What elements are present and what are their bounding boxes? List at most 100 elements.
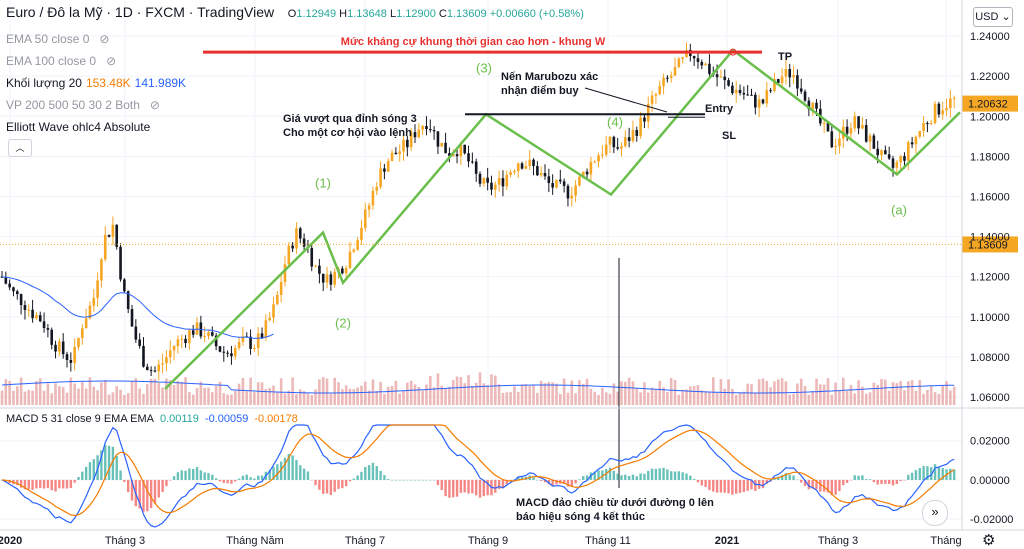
macd-histogram-bar (459, 479, 463, 493)
candle-body (291, 245, 294, 249)
symbol-title[interactable]: Euro / Đô la Mỹ · 1D · FXCM · TradingVie… (6, 4, 275, 20)
volume-bar (360, 385, 363, 405)
macd-histogram-bar (42, 479, 46, 489)
macd-histogram-bar (31, 479, 34, 490)
indicator-volume[interactable]: Khối lượng 20 153.48K 141.989K (6, 76, 187, 90)
indicator-elliott[interactable]: Elliott Wave ohlc4 Absolute (6, 120, 151, 134)
eye-hidden-icon[interactable]: ⊘ (106, 54, 117, 68)
macd-histogram-bar (608, 467, 612, 480)
candle-body (81, 328, 84, 338)
scroll-to-latest-button[interactable]: » (922, 500, 948, 526)
eye-hidden-icon[interactable]: ⊘ (149, 98, 160, 112)
volume-bar (750, 384, 753, 405)
volume-bar (757, 379, 761, 405)
macd-histogram-bar (853, 475, 856, 480)
volume-bar (467, 375, 470, 405)
macd-histogram-bar (746, 479, 749, 491)
candle-body (880, 150, 883, 156)
macd-histogram-bar (211, 474, 214, 480)
candle-body (742, 92, 746, 95)
volume-bar (937, 393, 941, 405)
volume-bar (566, 392, 570, 405)
candle-body (172, 346, 176, 351)
candle-body (857, 116, 860, 129)
candle-body (329, 274, 333, 285)
volume-bar (428, 375, 432, 405)
volume-bar (574, 393, 577, 405)
wave-label: (4) (607, 114, 623, 129)
candle-body (861, 125, 864, 129)
volume-bar (383, 393, 386, 405)
candle-body (46, 328, 50, 330)
candle-body (516, 163, 520, 171)
x-tick-label: Tháng 9 (468, 535, 508, 547)
volume-bar (543, 383, 547, 405)
candle-body (941, 110, 945, 115)
macd-histogram-bar (918, 468, 921, 480)
macd-label-line1: MACD đảo chiều từ dưới đường 0 lên (516, 497, 714, 509)
volume-bar (333, 377, 336, 405)
volume-bar (807, 394, 811, 405)
macd-histogram-bar (803, 479, 807, 487)
volume-bar (149, 378, 153, 405)
currency-select[interactable]: USD ⌄ (973, 7, 1013, 27)
volume-bar (711, 377, 715, 405)
macd-histogram-bar (788, 474, 791, 480)
gear-icon[interactable]: ⚙ (982, 532, 996, 549)
entry-label: Entry (705, 103, 734, 115)
volume-bar (344, 385, 348, 405)
macd-histogram-bar (700, 479, 703, 486)
candle-body (681, 57, 684, 59)
volume-bar (77, 388, 80, 405)
volume-bar (363, 381, 367, 405)
macd-histogram-bar (272, 466, 275, 480)
volume-bar (65, 392, 69, 405)
volume-bar (734, 394, 738, 405)
volume-bar (249, 377, 252, 405)
macd-histogram-bar (119, 470, 122, 480)
candle-body (639, 117, 642, 136)
x-tick-label: 2021 (715, 535, 739, 547)
candle-body (945, 108, 948, 111)
macd-histogram-bar (861, 475, 864, 480)
candle-body (926, 123, 929, 125)
candle-body (616, 147, 619, 149)
macd-histogram-bar (65, 479, 69, 489)
volume-bar (933, 392, 937, 405)
candle-body (35, 315, 38, 319)
volume-bar (272, 385, 275, 405)
candle-body (532, 159, 535, 167)
candle-body (260, 333, 264, 338)
volume-bar (35, 381, 38, 405)
volume-bar (73, 383, 76, 405)
candle-body (704, 63, 707, 66)
eye-hidden-icon[interactable]: ⊘ (99, 32, 110, 46)
macd-line (1, 424, 955, 528)
volume-bar (673, 380, 677, 405)
macd-histogram-bar (421, 479, 424, 481)
candle-body (348, 251, 352, 269)
volume-bar (849, 385, 853, 405)
volume-bar (604, 392, 608, 405)
candle-body (578, 176, 581, 186)
indicator-vp[interactable]: VP 200 500 50 30 2 Both ⊘ (6, 94, 186, 116)
macd-histogram-bar (325, 479, 329, 494)
candle-body (4, 276, 8, 284)
indicator-ema50[interactable]: EMA 50 close 0 ⊘ (6, 28, 186, 50)
volume-bar (662, 387, 665, 405)
volume-bar (260, 382, 264, 405)
collapse-indicators-button[interactable]: ︿ (8, 139, 32, 157)
indicator-ema100[interactable]: EMA 100 close 0 ⊘ (6, 50, 186, 72)
volume-bar (214, 385, 218, 405)
candle-body (593, 161, 597, 163)
macd-histogram-bar (696, 479, 700, 483)
volume-bar (608, 393, 612, 405)
y-tick-label: 1.24000 (970, 31, 1010, 43)
volume-bar (845, 391, 849, 405)
candle-body (31, 309, 34, 319)
candle-body (826, 123, 830, 132)
volume-bar (283, 393, 287, 405)
candle-body (524, 166, 528, 169)
volume-bar (493, 375, 497, 405)
